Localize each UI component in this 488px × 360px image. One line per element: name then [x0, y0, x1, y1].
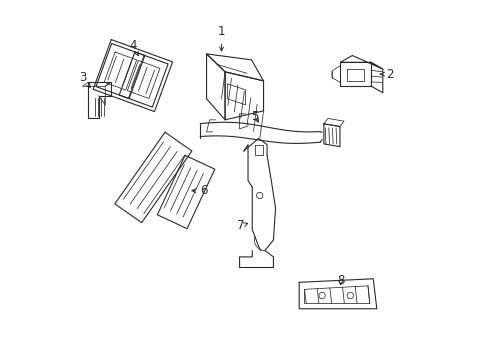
Text: 2: 2 — [380, 68, 393, 81]
Text: 8: 8 — [336, 274, 344, 287]
Text: 5: 5 — [251, 110, 258, 123]
Text: 6: 6 — [191, 184, 207, 197]
Text: 4: 4 — [129, 40, 138, 56]
Text: 3: 3 — [79, 71, 90, 87]
Text: 1: 1 — [217, 25, 225, 51]
Text: 7: 7 — [236, 219, 247, 232]
